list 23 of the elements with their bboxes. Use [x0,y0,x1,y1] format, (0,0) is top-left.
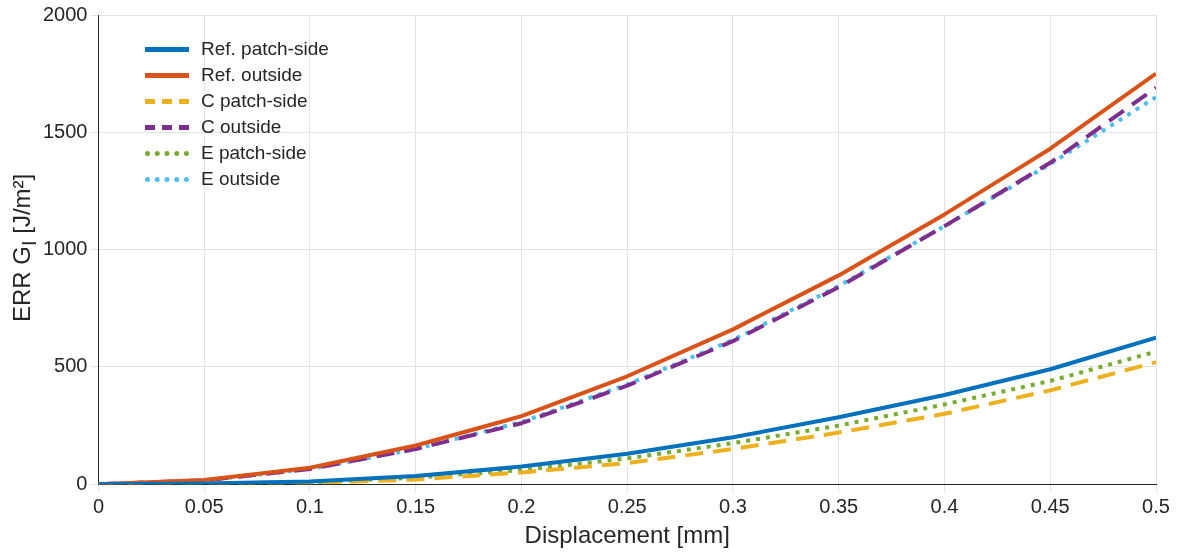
legend-label: E patch-side [201,141,307,165]
y-tick-label: 2000 [42,2,88,25]
x-tick-label: 0 [92,494,105,517]
x-tick-label: 0.45 [1030,494,1070,517]
x-tick-label: 0.25 [607,494,647,517]
x-tick-label: 0.5 [1142,494,1170,517]
legend-label: Ref. outside [201,63,303,87]
legend-label: C patch-side [201,89,308,113]
legend-label: C outside [201,115,282,139]
y-tick-label: 1500 [42,119,88,142]
legend-label: Ref. patch-side [201,37,329,61]
x-tick-label: 0.1 [296,494,324,517]
x-tick-label: 0.15 [396,494,436,517]
legend-label: E outside [201,167,281,191]
x-tick-label: 0.3 [719,494,747,517]
x-tick-label: 0.2 [507,494,536,517]
x-tick-label: 0.05 [184,494,224,517]
x-tick-label: 0.4 [930,494,959,517]
y-tick-label: 500 [54,354,88,377]
x-axis-title: Displacement [mm] [524,521,730,549]
y-tick-label: 0 [76,471,88,494]
y-tick-label: 1000 [42,237,88,260]
x-tick-label: 0.35 [819,494,859,517]
